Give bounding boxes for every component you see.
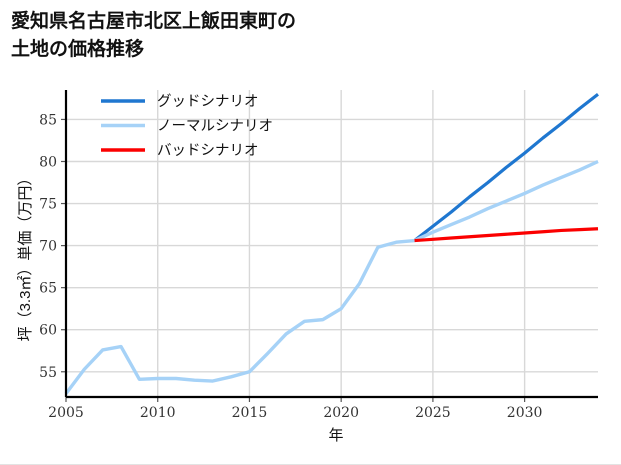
- series-line: [64, 159, 599, 395]
- x-tick-label: 2025: [415, 405, 451, 421]
- legend-label: グッドシナリオ: [157, 93, 259, 110]
- y-tick-label: 65: [39, 281, 57, 297]
- page-title: 愛知県名古屋市北区上飯田東町の 土地の価格推移: [11, 11, 297, 60]
- y-tick-label: 70: [39, 239, 57, 255]
- x-axis-title: 年: [328, 427, 343, 444]
- legend-label: バッドシナリオ: [157, 143, 259, 159]
- y-tick-label: 75: [39, 197, 57, 213]
- y-axis-title: 坪（3.3㎡）単価（万円）: [17, 171, 34, 342]
- x-tick-label: 2020: [323, 405, 359, 421]
- x-tick-label: 2030: [507, 405, 543, 421]
- legend-label: ノーマルシナリオ: [157, 119, 273, 135]
- x-tick-label: 2010: [140, 405, 176, 421]
- series-line: [413, 92, 599, 242]
- y-axis-ticks: 55 60 65 70 75 80 85: [39, 112, 66, 381]
- x-tick-label: 2015: [232, 405, 268, 421]
- axis-lines: [64, 90, 598, 399]
- y-tick-label: 55: [39, 365, 57, 381]
- series-line: [414, 227, 599, 243]
- data-series-group: [64, 92, 599, 395]
- y-tick-label: 60: [39, 323, 57, 339]
- y-tick-label: 80: [39, 154, 57, 170]
- x-axis-ticks: 2005 2010 2015 2020 2025 2030: [48, 397, 542, 421]
- y-tick-label: 85: [39, 112, 57, 128]
- x-tick-label: 2005: [48, 405, 84, 421]
- gridlines-group: [65, 90, 598, 397]
